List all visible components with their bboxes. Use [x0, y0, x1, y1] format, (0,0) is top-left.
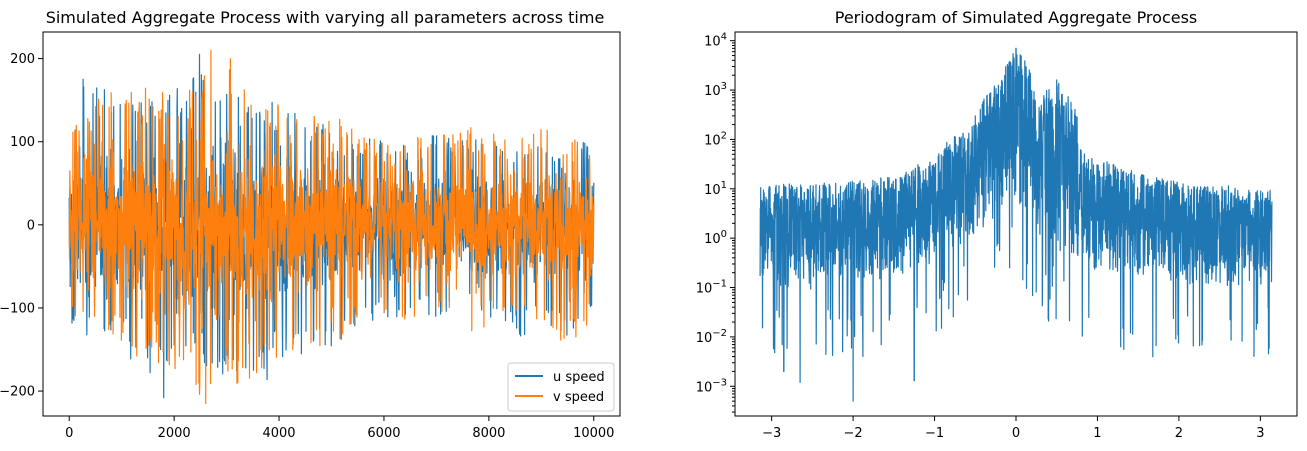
time-series-chart: Simulated Aggregate Process with varying… — [0, 8, 621, 441]
periodogram-line — [759, 47, 1273, 402]
y-tick-base: 10 — [696, 282, 713, 297]
periodogram-series-line — [759, 47, 1273, 402]
y-tick-label: 10−1 — [696, 279, 727, 297]
y-tick-exponent: −3 — [712, 377, 727, 388]
right-chart-title: Periodogram of Simulated Aggregate Proce… — [835, 8, 1198, 27]
y-tick-label: −100 — [0, 301, 35, 316]
left-y-ticks: −200 −100 0 100 200 — [0, 52, 43, 400]
y-tick-exponent: 3 — [721, 81, 727, 92]
x-tick-label: −3 — [762, 426, 781, 441]
y-tick-exponent: −2 — [712, 328, 727, 339]
y-tick-label: 10−2 — [696, 328, 727, 346]
y-tick-exponent: 4 — [721, 32, 727, 43]
x-tick-label: 6000 — [367, 426, 400, 441]
y-tick-label: 0 — [27, 218, 35, 233]
y-tick-exponent: −1 — [712, 279, 727, 290]
series-line-v — [68, 49, 595, 405]
y-tick-label: 103 — [704, 81, 727, 99]
left-x-ticks: 0 2000 4000 6000 8000 10000 — [65, 416, 614, 441]
periodogram-chart: Periodogram of Simulated Aggregate Proce… — [696, 8, 1298, 441]
y-tick-exponent: 2 — [721, 130, 727, 141]
y-tick-base: 10 — [704, 232, 721, 247]
y-tick-label: 101 — [704, 180, 727, 198]
y-tick-base: 10 — [696, 331, 713, 346]
x-tick-label: 0 — [65, 426, 73, 441]
y-tick-base: 10 — [704, 35, 721, 50]
y-tick-base: 10 — [696, 380, 713, 395]
legend-label-u: u speed — [553, 370, 605, 385]
left-chart-title: Simulated Aggregate Process with varying… — [46, 8, 605, 27]
y-tick-label: 10−3 — [696, 377, 727, 395]
y-tick-exponent: 1 — [721, 180, 727, 191]
y-tick-label: 104 — [704, 32, 727, 50]
y-tick-label: 102 — [704, 130, 727, 148]
y-tick-base: 10 — [704, 133, 721, 148]
x-tick-label: −1 — [925, 426, 944, 441]
y-tick-label: −200 — [0, 385, 35, 400]
y-tick-label: 200 — [10, 52, 35, 67]
time-series-lines — [68, 49, 595, 405]
x-tick-label: 10000 — [573, 426, 614, 441]
x-tick-label: 2 — [1175, 426, 1183, 441]
x-tick-label: 4000 — [262, 426, 295, 441]
legend: u speed v speed — [507, 362, 615, 412]
y-tick-exponent: 0 — [721, 229, 727, 240]
legend-label-v: v speed — [553, 390, 604, 405]
x-tick-label: 1 — [1093, 426, 1101, 441]
x-tick-label: 2000 — [158, 426, 191, 441]
y-tick-base: 10 — [704, 183, 721, 198]
y-tick-label: 100 — [10, 135, 35, 150]
x-tick-label: 3 — [1256, 426, 1264, 441]
x-tick-label: 0 — [1012, 426, 1020, 441]
left-axes-frame — [42, 31, 621, 417]
x-tick-label: 8000 — [472, 426, 505, 441]
y-tick-base: 10 — [704, 84, 721, 99]
x-tick-label: −2 — [844, 426, 863, 441]
y-tick-label: 100 — [704, 229, 727, 247]
right-x-ticks: −3 −2 −1 0 1 2 3 — [762, 416, 1264, 441]
